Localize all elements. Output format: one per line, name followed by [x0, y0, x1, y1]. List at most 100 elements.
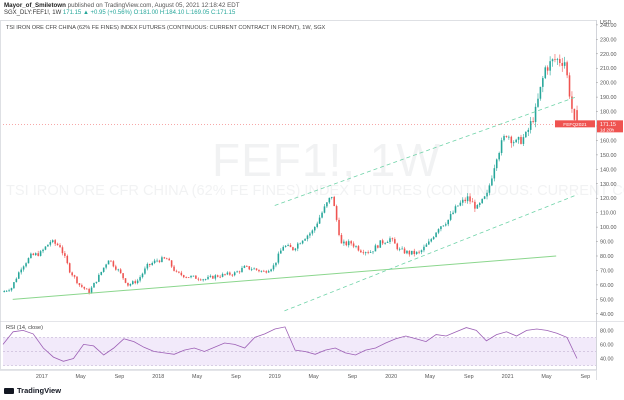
candle-down: [263, 270, 265, 272]
candle-down: [59, 245, 61, 248]
price-tick-label: 160.00: [600, 138, 617, 144]
candle-down: [571, 96, 573, 109]
candle-up: [129, 284, 132, 286]
date-tick-label: Sep: [231, 374, 241, 380]
candle-up: [428, 241, 430, 245]
candle-down: [546, 67, 549, 71]
candle-up: [389, 238, 391, 243]
candle-up: [39, 251, 42, 256]
candle-down: [554, 59, 556, 61]
candle-up: [372, 251, 374, 253]
candle-up: [27, 258, 30, 264]
tradingview-logo[interactable]: TradingView: [4, 386, 61, 395]
candle-down: [289, 244, 292, 248]
candle-down: [338, 219, 340, 235]
candle-down: [197, 278, 200, 280]
candle-up: [132, 281, 134, 285]
candle-up: [313, 226, 316, 231]
candle-up: [425, 244, 428, 247]
price-tick-label: 190.00: [600, 95, 617, 101]
candle-up: [330, 196, 333, 198]
bar-countdown-label: 1d 20h: [600, 127, 614, 132]
candle-up: [423, 246, 425, 251]
candle-down: [199, 279, 202, 281]
candle-down: [180, 272, 183, 276]
candle-up: [22, 266, 25, 270]
candle-up: [156, 260, 158, 262]
candle-up: [374, 245, 377, 252]
pane-title: TSI IRON ORE CFR CHINA (62% FE FINES) IN…: [6, 25, 326, 31]
candle-down: [248, 266, 251, 270]
candle-up: [542, 78, 544, 87]
candle-up: [95, 281, 98, 283]
candle-up: [17, 272, 20, 279]
candle-up: [209, 275, 212, 277]
candle-down: [568, 75, 571, 97]
candle-up: [437, 229, 440, 233]
candle-up: [190, 275, 192, 278]
candle-up: [398, 248, 401, 250]
price-tick-label: 110.00: [600, 211, 616, 217]
candle-up: [299, 243, 302, 245]
candle-up: [243, 265, 246, 268]
candle-down: [148, 263, 151, 265]
candle-up: [214, 275, 217, 279]
candle-up: [93, 282, 95, 288]
candle-up: [146, 263, 149, 269]
candle-up: [544, 67, 547, 79]
candle-down: [115, 266, 117, 270]
candle-up: [563, 62, 566, 66]
candle-down: [165, 258, 168, 260]
rsi-pane-title: RSI (14, close): [6, 325, 43, 331]
price-tick-label: 60.00: [600, 283, 614, 289]
candle-up: [192, 275, 195, 277]
candle-up: [386, 242, 389, 243]
candle-up: [539, 86, 542, 99]
rsi-tick-label: 60.00: [600, 342, 614, 348]
date-tick-label: Sep: [580, 374, 590, 380]
candle-down: [175, 270, 178, 272]
candle-up: [447, 219, 450, 225]
candle-up: [406, 250, 408, 254]
candle-down: [265, 271, 268, 273]
candle-up: [556, 59, 559, 60]
candle-down: [61, 247, 64, 254]
candle-up: [318, 217, 321, 224]
candle-up: [250, 269, 253, 271]
candle-up: [309, 233, 311, 236]
candle-up: [44, 246, 47, 250]
candle-down: [182, 275, 185, 278]
candle-up: [236, 271, 238, 273]
candle-up: [457, 205, 459, 207]
rsi-line: [2, 326, 578, 362]
candle-up: [527, 129, 530, 132]
candle-down: [576, 110, 578, 125]
last-price-badge: [597, 120, 623, 133]
candle-down: [559, 59, 561, 63]
candle-up: [326, 202, 328, 207]
candle-down: [471, 201, 474, 203]
candle-down: [396, 243, 399, 250]
candle-up: [328, 197, 331, 203]
candle-up: [481, 198, 483, 204]
candle-up: [508, 136, 510, 138]
candle-down: [333, 196, 335, 207]
candle-up: [435, 232, 437, 238]
candle-down: [185, 277, 187, 278]
candle-up: [432, 237, 435, 240]
last-symbol-label: FEFQ2021: [563, 122, 587, 128]
candle-up: [522, 137, 525, 144]
candle-up: [139, 277, 141, 281]
candle-up: [347, 241, 350, 246]
rsi-tick-label: 40.00: [600, 356, 614, 362]
price-tick-label: 180.00: [600, 110, 617, 116]
candle-up: [452, 212, 454, 215]
candle-down: [377, 245, 379, 248]
price-tick-label: 40.00: [600, 312, 614, 318]
price-tick-label: 140.00: [600, 167, 617, 173]
author-name: Mayor_of_Smiletown: [4, 2, 66, 9]
candle-down: [229, 272, 231, 275]
candle-up: [280, 250, 282, 254]
candle-down: [566, 62, 568, 76]
